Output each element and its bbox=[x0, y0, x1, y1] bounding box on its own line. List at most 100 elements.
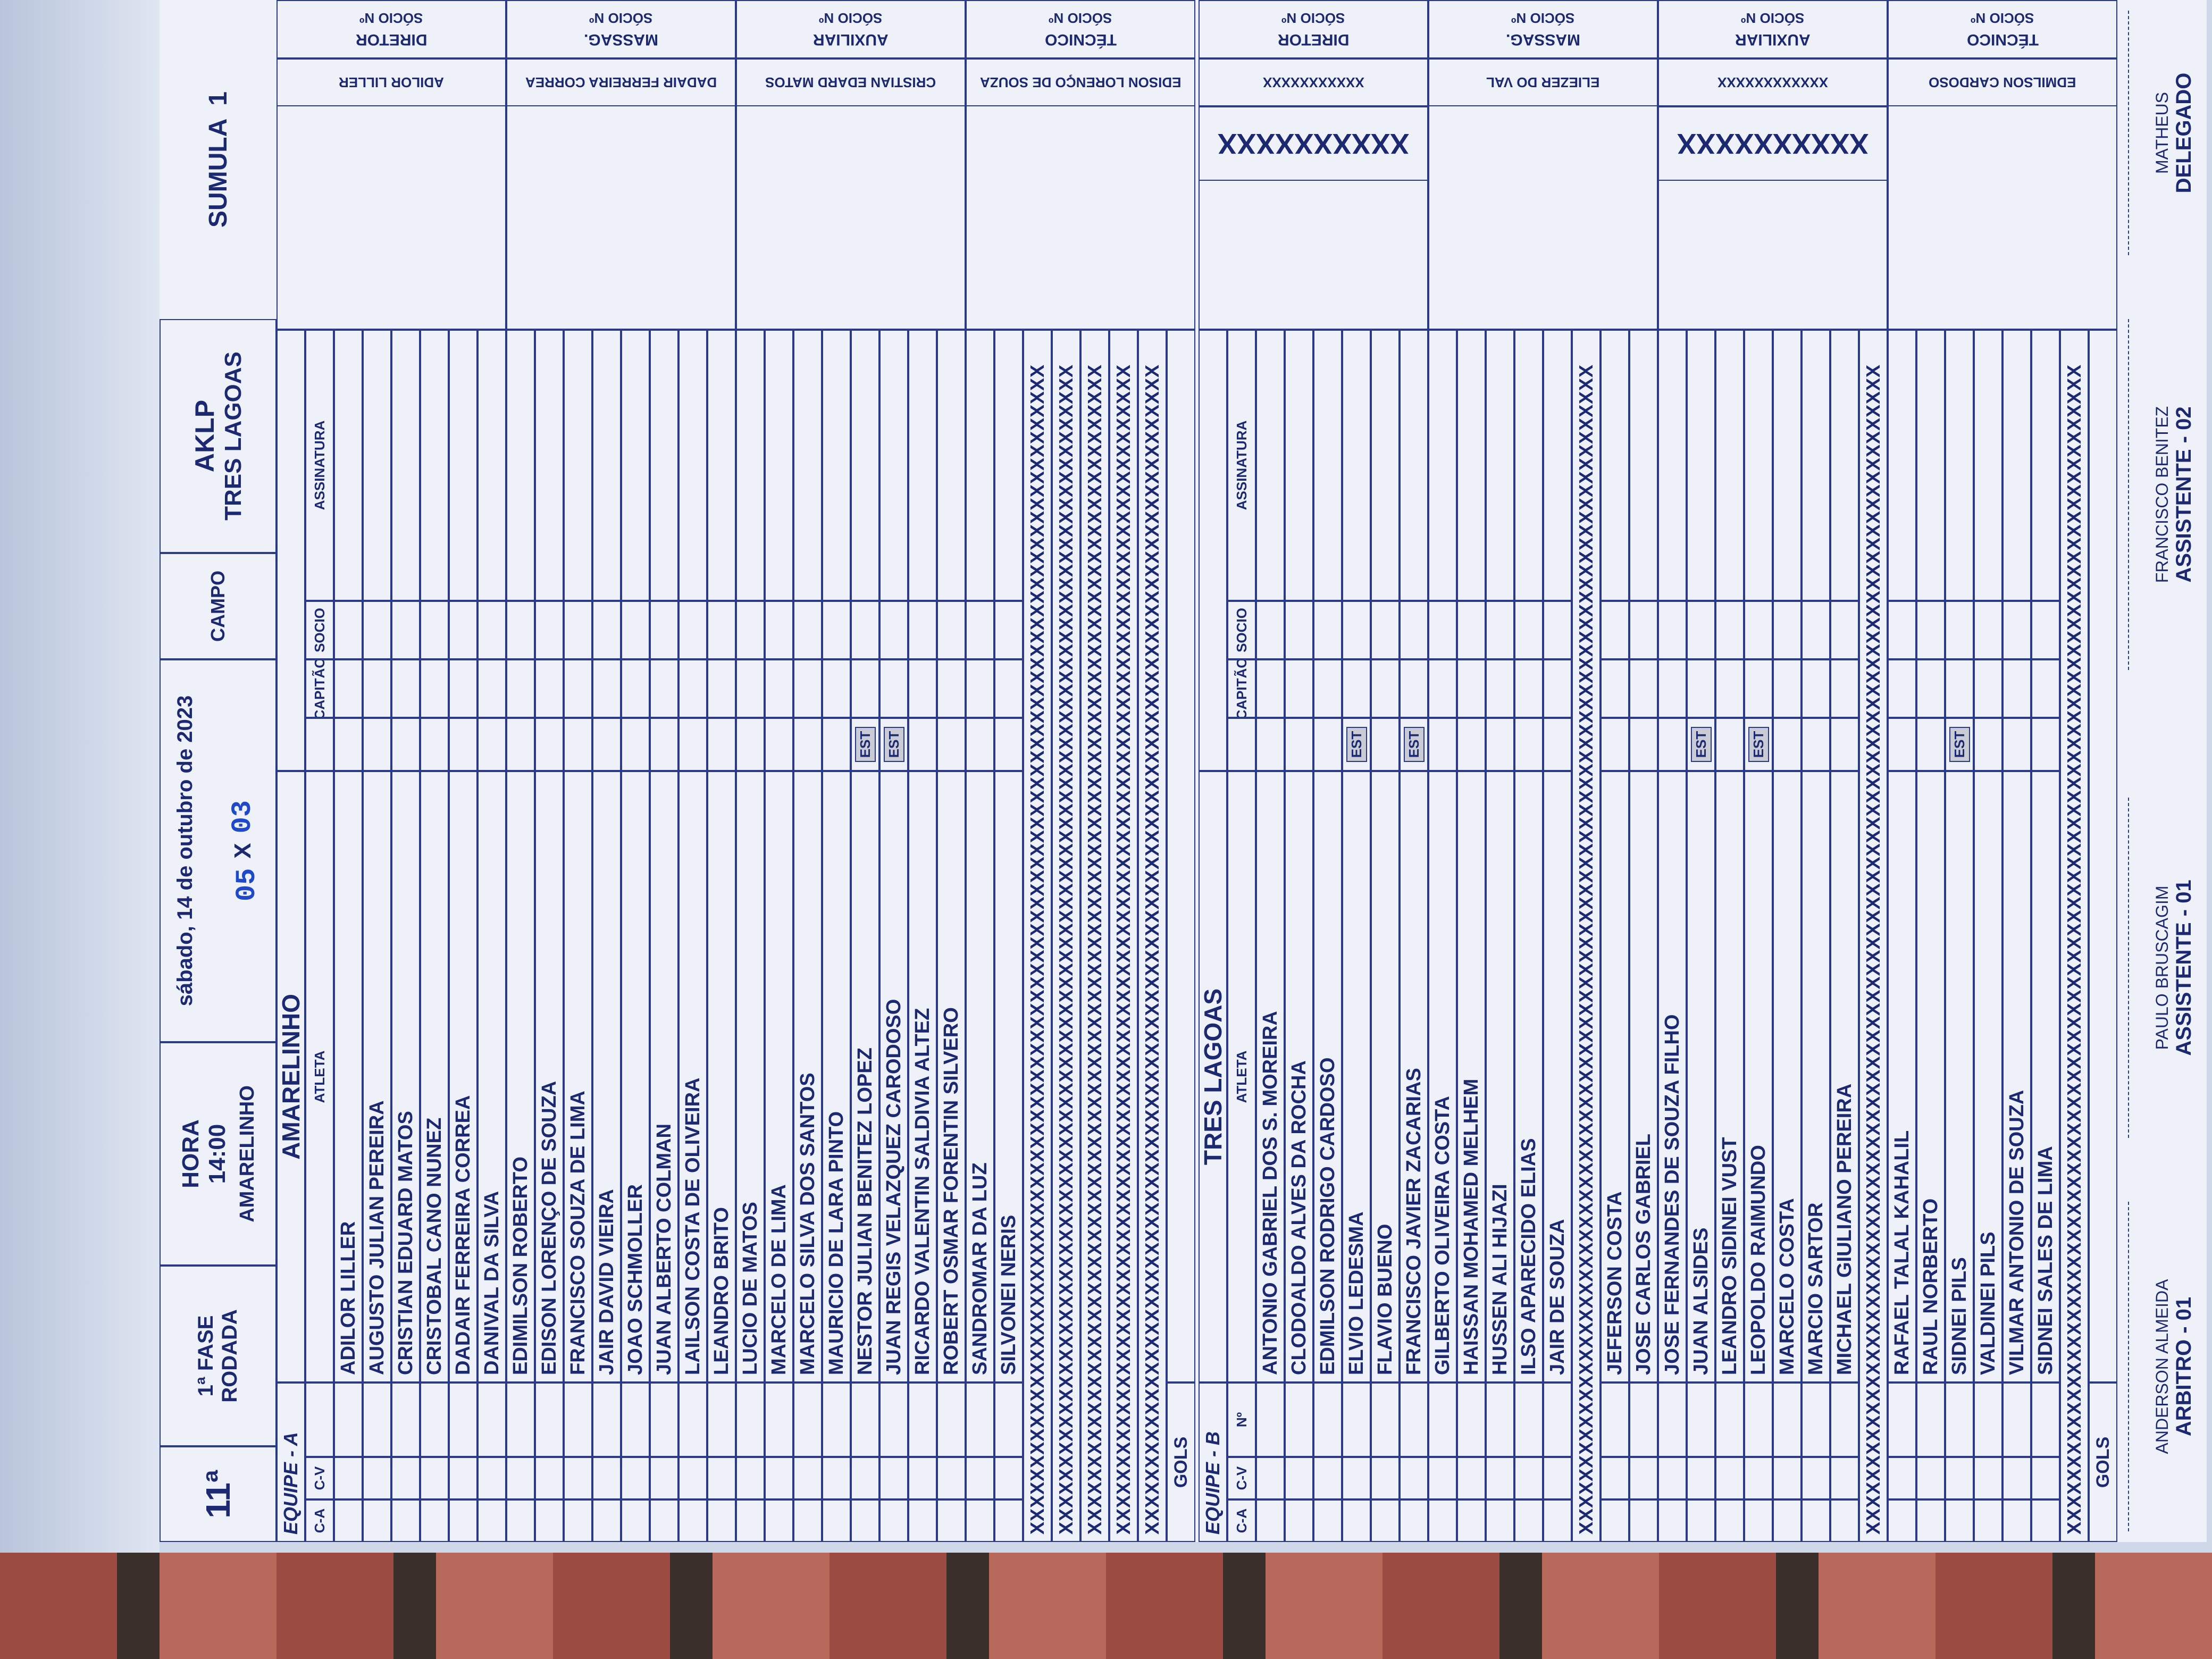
athlete-name: VILMAR ANTONIO DE SOUZA bbox=[2002, 771, 2031, 1382]
blank-cell bbox=[592, 330, 621, 601]
col-captain: CAPITÃO bbox=[1227, 659, 1256, 718]
est-cell: EST bbox=[1400, 718, 1428, 771]
team-label: EQUIPE - A bbox=[276, 1382, 305, 1542]
round: 11ª bbox=[160, 1446, 276, 1542]
blank-cell bbox=[908, 659, 937, 718]
official-name-cell: ELIEZER DO VAL bbox=[1428, 58, 1658, 106]
blank-cell bbox=[736, 659, 765, 718]
blank-cell bbox=[1658, 330, 1687, 601]
est-cell bbox=[966, 718, 994, 771]
header-blank bbox=[1199, 330, 1227, 771]
athlete-name: DANIVAL DA SILVA bbox=[477, 771, 506, 1382]
blank-cell bbox=[994, 330, 1023, 601]
check-cell bbox=[1400, 1382, 1428, 1457]
blank-cell bbox=[937, 601, 966, 659]
official-member: SÓCIO Nº bbox=[359, 10, 423, 27]
blank-cell bbox=[908, 601, 937, 659]
official-name: DADAIR FERREIRA CORREA bbox=[525, 74, 717, 91]
check-cell bbox=[966, 1382, 994, 1457]
official-name-cell: XXXXXXXXXXX bbox=[1199, 58, 1428, 106]
check-cell bbox=[1285, 1457, 1313, 1499]
time: 14:00 bbox=[204, 1124, 230, 1184]
blank-cell bbox=[535, 330, 564, 601]
official-role-cell: TÉCNICO SÓCIO Nº bbox=[966, 0, 1195, 58]
blank-cell bbox=[1974, 601, 2002, 659]
check-cell bbox=[908, 1457, 937, 1499]
check-cell bbox=[851, 1457, 879, 1499]
filler-row: XXXXXXXXXXXXXXXXXXXXXXXXXXXXXXXXXXXXXXXX… bbox=[2060, 330, 2089, 1542]
blank-cell bbox=[1313, 659, 1342, 718]
blank-cell bbox=[650, 330, 678, 601]
official-member: SÓCIO Nº bbox=[819, 10, 883, 27]
check-cell bbox=[1285, 1499, 1313, 1542]
referee-role: ASSISTENTE - 01 bbox=[2172, 879, 2196, 1056]
check-cell bbox=[793, 1382, 822, 1457]
est-cell bbox=[2031, 718, 2060, 771]
athlete-name: EDIMILSON ROBERTO bbox=[506, 771, 535, 1382]
est-cell bbox=[1457, 718, 1486, 771]
referee-name: PAULO BRUSCAGIM bbox=[2152, 885, 2172, 1050]
check-cell bbox=[1313, 1499, 1342, 1542]
est-cell bbox=[1256, 718, 1285, 771]
blank-cell bbox=[1888, 601, 1916, 659]
est-cell bbox=[334, 718, 363, 771]
filler-row: XXXXXXXXXXXXXXXXXXXXXXXXXXXXXXXXXXXXXXXX… bbox=[1109, 330, 1138, 1542]
official-role: AUXILIAR bbox=[813, 31, 889, 49]
referee-role: DELEGADO bbox=[2172, 72, 2196, 194]
blank-cell bbox=[736, 330, 765, 601]
est-cell bbox=[937, 718, 966, 771]
col-no: Nº bbox=[1227, 1382, 1256, 1457]
blank-cell bbox=[2031, 601, 2060, 659]
date: sábado, 14 de outubro de 2023 bbox=[173, 695, 197, 1007]
blank-cell bbox=[506, 659, 535, 718]
athlete-name: SANDROMAR DA LUZ bbox=[966, 771, 994, 1382]
official-role-cell: DIRETOR SÓCIO Nº bbox=[1199, 0, 1428, 58]
check-cell bbox=[1830, 1499, 1859, 1542]
est-cell bbox=[765, 718, 793, 771]
goals-cell bbox=[1167, 330, 1195, 1382]
athlete-name: CRISTIAN EDUARD MATOS bbox=[391, 771, 420, 1382]
check-cell bbox=[363, 1457, 391, 1499]
athlete-name: JUAN REGIS VELAZQUEZ CARODOSO bbox=[879, 771, 908, 1382]
check-cell bbox=[1974, 1457, 2002, 1499]
blank-cell bbox=[966, 601, 994, 659]
check-cell bbox=[1428, 1382, 1457, 1457]
binding bbox=[0, 0, 160, 1553]
check-cell bbox=[1802, 1457, 1830, 1499]
blank-cell bbox=[765, 330, 793, 601]
check-cell bbox=[765, 1382, 793, 1457]
check-cell bbox=[793, 1499, 822, 1542]
check-cell bbox=[592, 1457, 621, 1499]
check-cell bbox=[592, 1382, 621, 1457]
check-cell bbox=[1313, 1457, 1342, 1499]
check-cell bbox=[1773, 1382, 1802, 1457]
blank-cell bbox=[391, 330, 420, 601]
blank-cell bbox=[1486, 330, 1514, 601]
athlete-name: FLAVIO BUENO bbox=[1371, 771, 1400, 1382]
home-team-name: AMARELINHO bbox=[236, 1085, 258, 1222]
est-cell bbox=[1313, 718, 1342, 771]
athlete-name: GILBERTO OLIVEIRA COSTA bbox=[1428, 771, 1457, 1382]
athlete-name: JOAO SCHMOLLER bbox=[621, 771, 650, 1382]
check-cell bbox=[2031, 1457, 2060, 1499]
athlete-name: RICARDO VALENTIN SALDIVIA ALTEZ bbox=[908, 771, 937, 1382]
blank-cell bbox=[937, 659, 966, 718]
check-cell bbox=[1715, 1457, 1744, 1499]
blank-cell bbox=[535, 601, 564, 659]
est-cell: EST bbox=[1744, 718, 1773, 771]
check-cell bbox=[1687, 1457, 1715, 1499]
check-cell bbox=[966, 1457, 994, 1499]
time-cell: HORA 14:00 AMARELINHO bbox=[160, 1042, 276, 1266]
official-role: TÉCNICO bbox=[1044, 31, 1117, 49]
check-cell bbox=[1543, 1382, 1572, 1457]
athlete-name: MAURICIO DE LARA PINTO bbox=[822, 771, 851, 1382]
official-member: SÓCIO Nº bbox=[1281, 10, 1345, 27]
col-cv: C-V bbox=[1227, 1457, 1256, 1499]
check-cell bbox=[420, 1382, 449, 1457]
referee-role: ASSISTENTE - 02 bbox=[2172, 406, 2196, 583]
check-cell bbox=[1457, 1457, 1486, 1499]
blank-cell bbox=[707, 601, 736, 659]
blank-cell bbox=[1457, 330, 1486, 601]
blank-cell bbox=[1715, 330, 1744, 601]
col-ca: C-A bbox=[1227, 1499, 1256, 1542]
